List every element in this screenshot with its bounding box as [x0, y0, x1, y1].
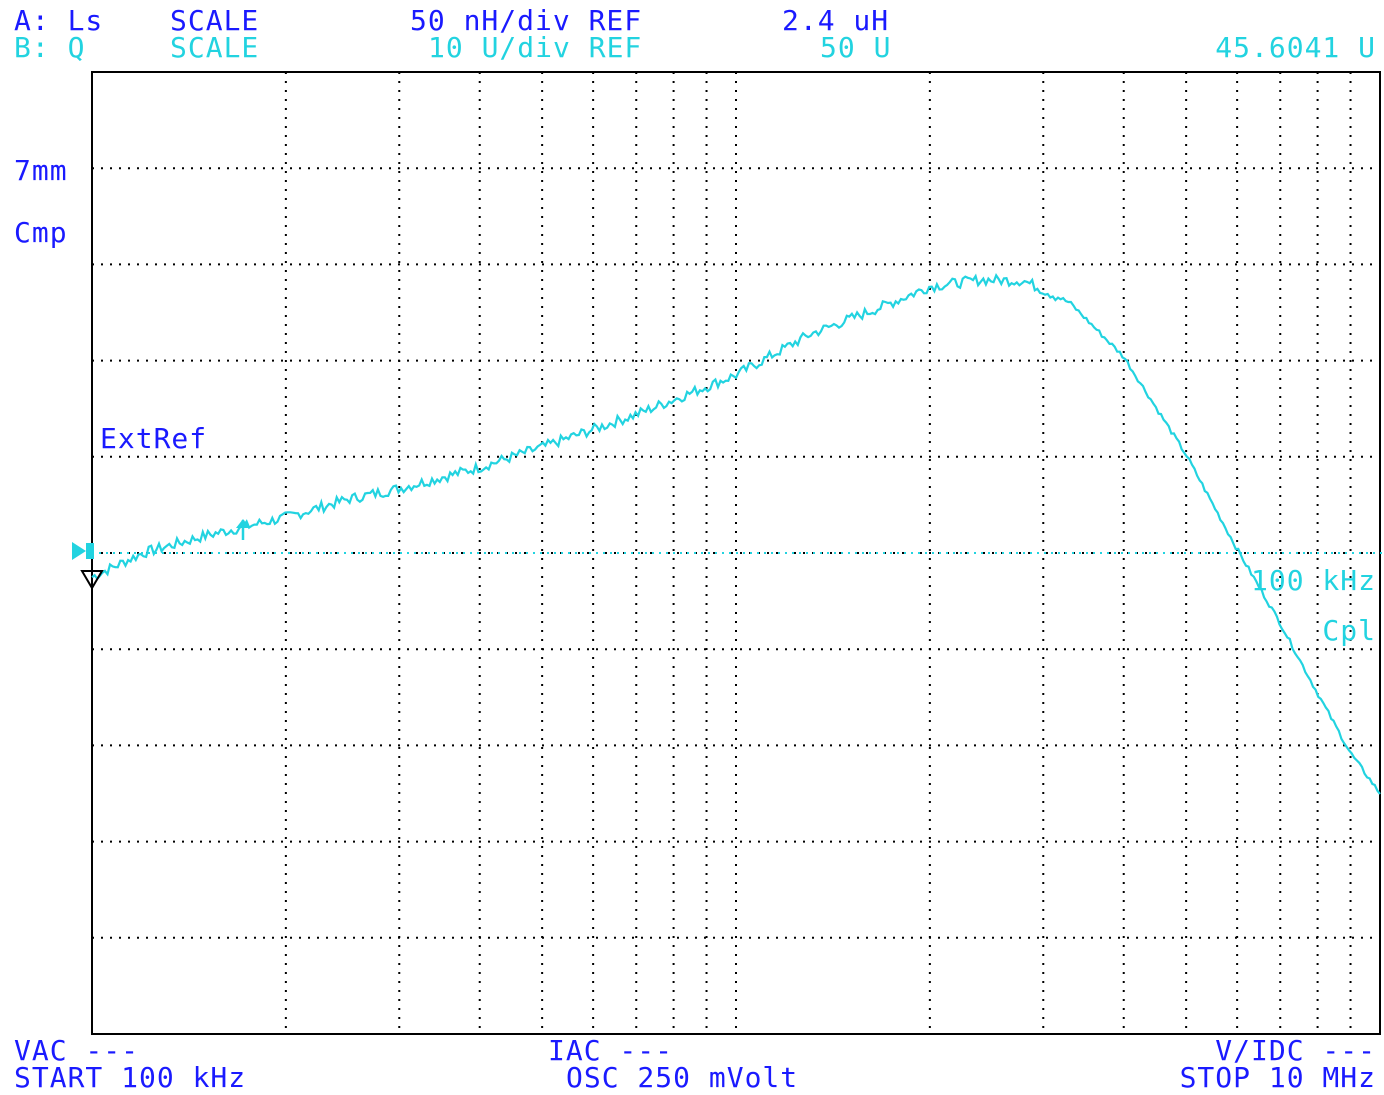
annotation-7mm: 7mm	[14, 154, 68, 187]
reference-marker-icon	[72, 542, 94, 560]
trace-a-scale-value: 50 nH/div REF	[410, 4, 642, 37]
start-marker-triangle-icon	[80, 570, 104, 590]
footer-osc-level: OSC 250 mVolt	[566, 1061, 798, 1094]
trace-b-label: B: Q	[14, 31, 85, 64]
trace-a-ref-value: 2.4 uH	[782, 4, 889, 37]
footer-iac: IAC ---	[548, 1034, 673, 1067]
trace-a-label: A: Ls	[14, 4, 103, 37]
trace-b-scale-value: 10 U/div REF	[428, 31, 642, 64]
annotation-extref: ExtRef	[100, 422, 207, 455]
footer-vidc: V/IDC ---	[1215, 1034, 1376, 1067]
marker-arrow-icon	[236, 519, 250, 540]
trace-b-ref-value: 50 U	[820, 31, 891, 64]
trace-a-scale-label: SCALE	[170, 4, 259, 37]
annotation-marker-frequency: 100 kHz	[1251, 564, 1376, 597]
annotation-cpl: Cpl	[1322, 614, 1376, 647]
footer-vac: VAC ---	[14, 1034, 139, 1067]
marker-readout: 45.6041 U	[1215, 31, 1376, 64]
q-trace-line	[91, 273, 1381, 795]
footer-start-frequency: START 100 kHz	[14, 1061, 246, 1094]
annotation-cmp: Cmp	[14, 216, 68, 249]
trace-b-scale-label: SCALE	[170, 31, 259, 64]
chart-grid	[92, 72, 1380, 1034]
footer-stop-frequency: STOP 10 MHz	[1180, 1061, 1376, 1094]
